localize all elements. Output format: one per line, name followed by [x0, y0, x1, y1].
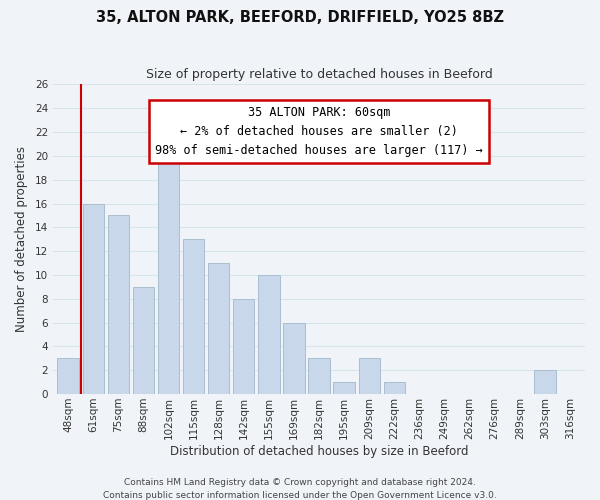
Bar [308, 358, 329, 394]
Bar [258, 275, 280, 394]
Bar [158, 144, 179, 394]
Bar [133, 287, 154, 394]
Bar [383, 382, 405, 394]
Y-axis label: Number of detached properties: Number of detached properties [15, 146, 28, 332]
Bar [107, 216, 129, 394]
Text: 35, ALTON PARK, BEEFORD, DRIFFIELD, YO25 8BZ: 35, ALTON PARK, BEEFORD, DRIFFIELD, YO25… [96, 10, 504, 25]
Bar [534, 370, 556, 394]
Text: Contains HM Land Registry data © Crown copyright and database right 2024.
Contai: Contains HM Land Registry data © Crown c… [103, 478, 497, 500]
Bar [183, 239, 204, 394]
Bar [334, 382, 355, 394]
Title: Size of property relative to detached houses in Beeford: Size of property relative to detached ho… [146, 68, 493, 80]
X-axis label: Distribution of detached houses by size in Beeford: Distribution of detached houses by size … [170, 444, 468, 458]
Bar [283, 322, 305, 394]
Bar [359, 358, 380, 394]
Bar [233, 299, 254, 394]
Text: 35 ALTON PARK: 60sqm
← 2% of detached houses are smaller (2)
98% of semi-detache: 35 ALTON PARK: 60sqm ← 2% of detached ho… [155, 106, 483, 157]
Bar [58, 358, 79, 394]
Bar [83, 204, 104, 394]
Bar [208, 263, 229, 394]
